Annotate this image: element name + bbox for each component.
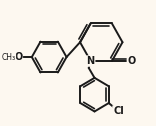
Text: Cl: Cl xyxy=(113,106,124,116)
Text: O: O xyxy=(127,56,136,66)
Text: N: N xyxy=(87,56,95,66)
Text: O: O xyxy=(14,52,22,62)
Text: CH₃: CH₃ xyxy=(1,53,16,62)
